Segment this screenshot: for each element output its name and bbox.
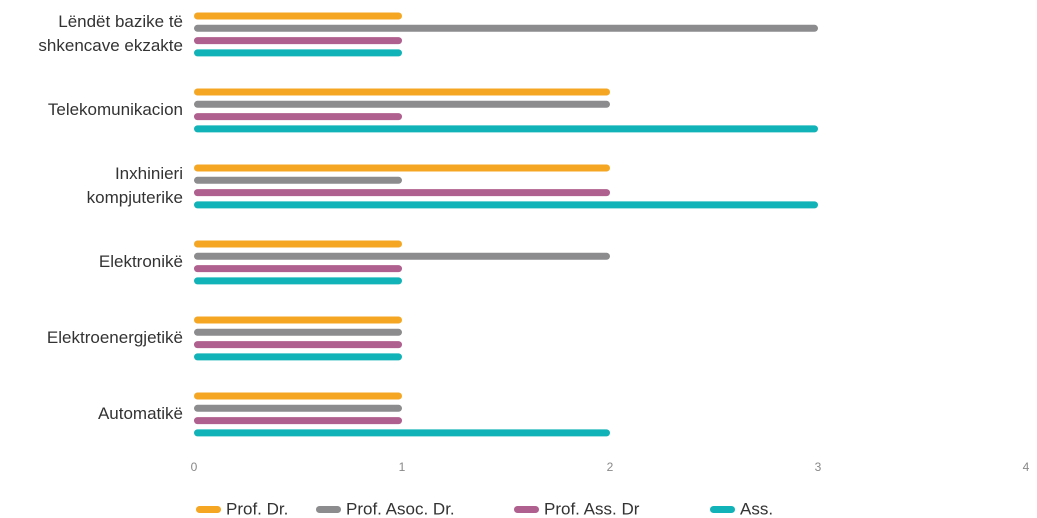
bar-2-0 <box>194 164 610 172</box>
legend-swatch <box>316 506 341 513</box>
bar-5-3 <box>194 429 610 437</box>
category-label: kompjuterike <box>87 188 183 207</box>
category-label: Telekomunikacion <box>48 100 183 119</box>
category-label: Automatikë <box>98 404 183 423</box>
category-label: Elektronikë <box>99 252 183 271</box>
bar-5-2 <box>194 417 402 425</box>
bar-5-0 <box>194 392 402 400</box>
x-tick-label: 3 <box>815 460 822 474</box>
legend-swatch <box>710 506 735 513</box>
category-labels: Lëndët bazike të shkencave ekzakte Telekom… <box>38 12 183 423</box>
category-label: Elektroenergjetikë <box>47 328 183 347</box>
bar-0-3 <box>194 49 402 57</box>
legend-swatch <box>514 506 539 513</box>
bar-3-3 <box>194 277 402 285</box>
x-tick-label: 1 <box>399 460 406 474</box>
legend-label: Ass. <box>740 499 773 518</box>
category-label: Inxhinieri <box>115 164 183 183</box>
bar-1-2 <box>194 113 402 121</box>
bar-3-0 <box>194 240 402 248</box>
bar-0-2 <box>194 37 402 45</box>
bar-1-3 <box>194 125 818 133</box>
bar-4-1 <box>194 328 402 336</box>
x-tick-label: 4 <box>1023 460 1030 474</box>
bar-4-3 <box>194 353 402 361</box>
legend-label: Prof. Asoc. Dr. <box>346 499 455 518</box>
bar-0-0 <box>194 12 402 20</box>
bar-2-2 <box>194 189 610 197</box>
x-axis-ticks: 0 1 2 3 4 <box>191 460 1030 474</box>
bar-3-2 <box>194 265 402 273</box>
legend-label: Prof. Ass. Dr <box>544 499 640 518</box>
bar-1-1 <box>194 100 610 108</box>
legend-swatch <box>196 506 221 513</box>
bar-4-0 <box>194 316 402 324</box>
bar-2-3 <box>194 201 818 209</box>
legend: Prof. Dr. Prof. Asoc. Dr. Prof. Ass. Dr Ass… <box>196 499 773 518</box>
bar-1-0 <box>194 88 610 96</box>
bar-3-1 <box>194 252 610 260</box>
bar-2-1 <box>194 176 402 184</box>
category-label: Lëndët bazike të <box>58 12 183 31</box>
bar-0-1 <box>194 24 818 32</box>
bars-group <box>194 12 818 437</box>
x-tick-label: 0 <box>191 460 198 474</box>
bar-5-1 <box>194 404 402 412</box>
category-label: shkencave ekzakte <box>38 36 183 55</box>
legend-label: Prof. Dr. <box>226 499 288 518</box>
bar-4-2 <box>194 341 402 349</box>
x-tick-label: 2 <box>607 460 614 474</box>
